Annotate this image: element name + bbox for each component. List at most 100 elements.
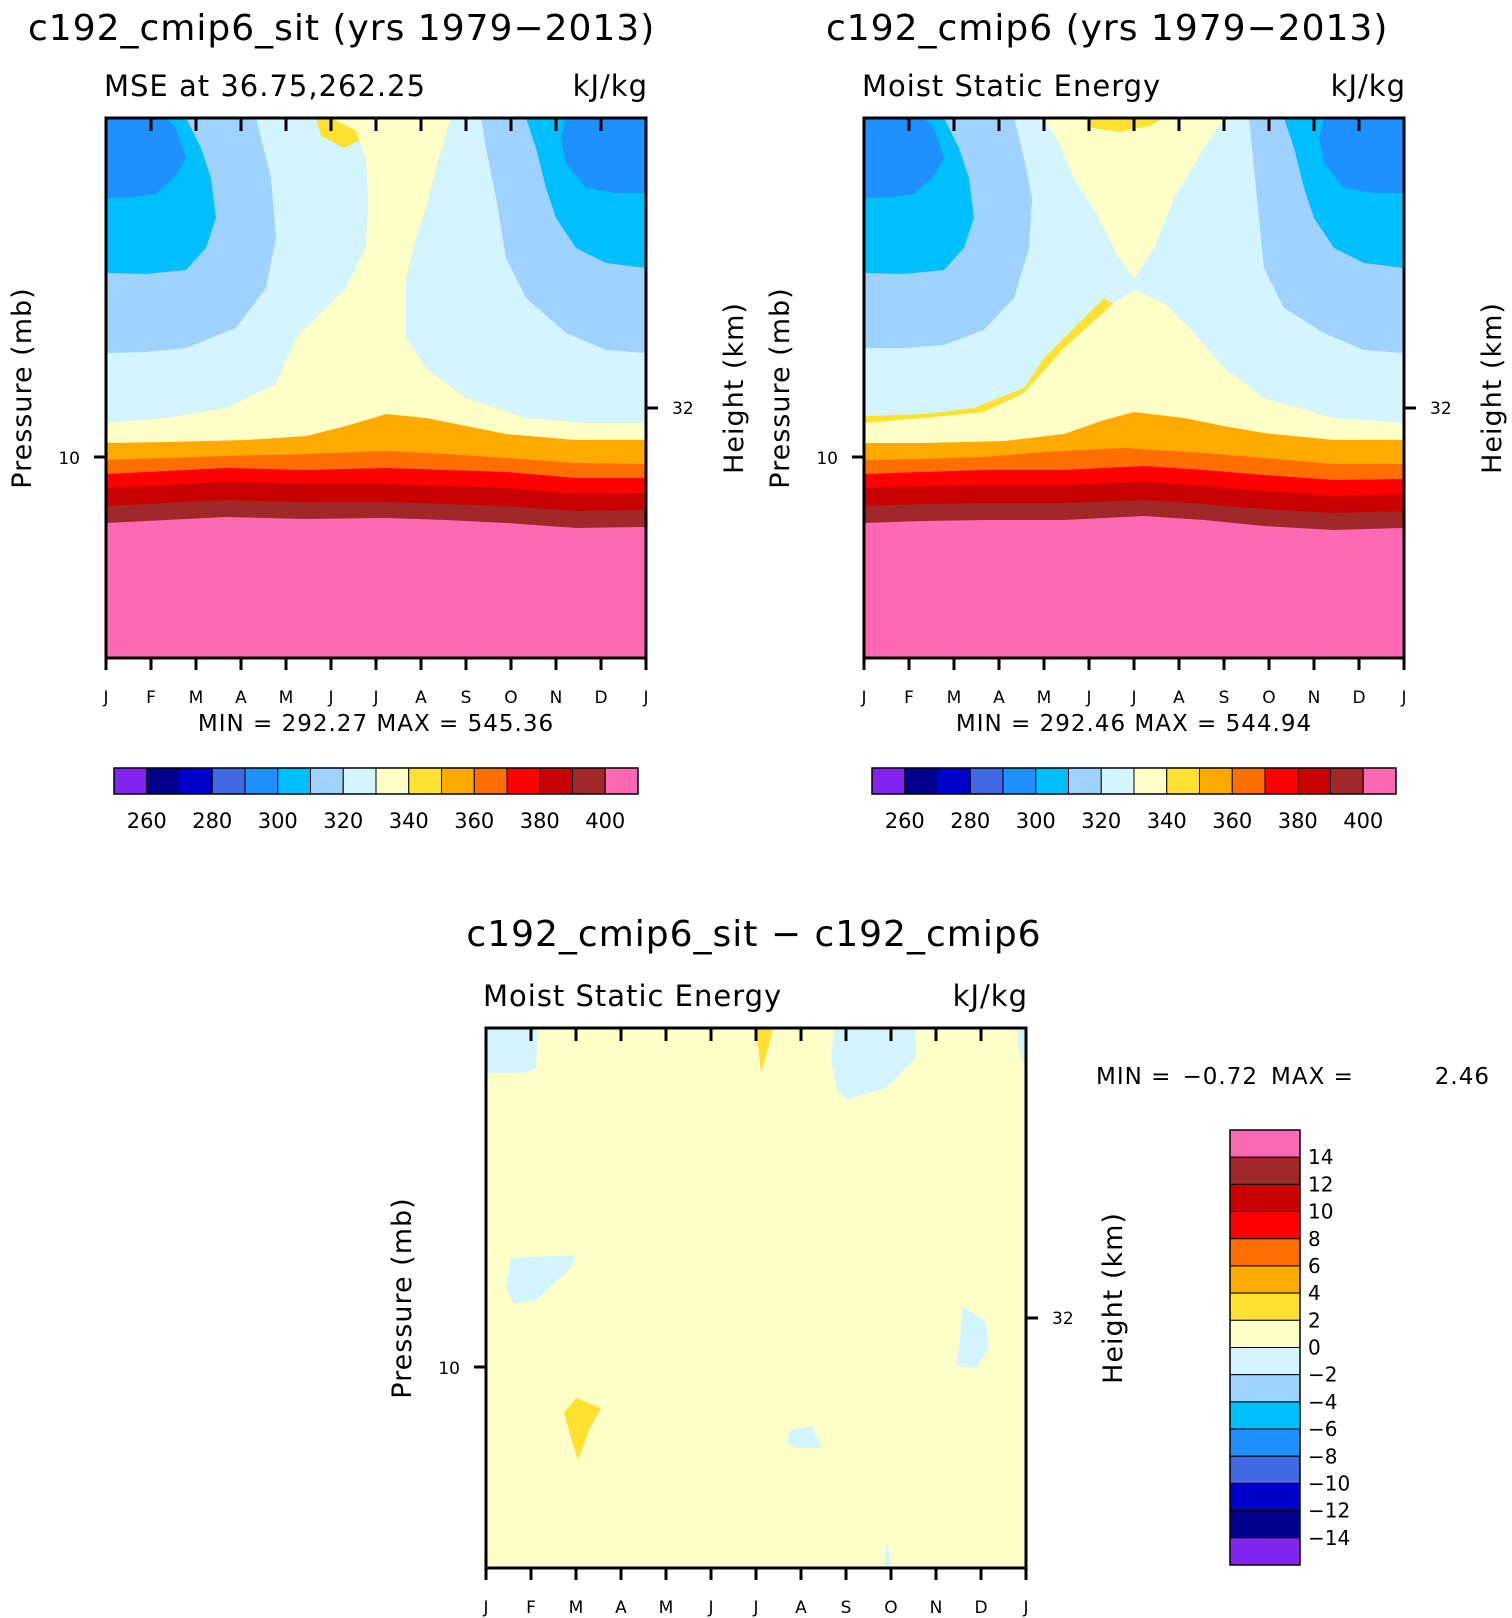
panel1-contour-cream — [106, 118, 646, 443]
colorbar-label: −2 — [1308, 1363, 1337, 1387]
panel3-contour-yellow-2 — [564, 1398, 601, 1460]
colorbar-label: 320 — [1081, 809, 1121, 833]
colorbar-box — [1229, 1183, 1301, 1213]
colorbar-label: 0 — [1308, 1336, 1321, 1360]
month-label: N — [550, 688, 563, 708]
colorbar-label: 280 — [950, 809, 990, 833]
month-label: D — [974, 1598, 987, 1618]
colorbar-box — [1229, 1401, 1301, 1430]
colorbar-box — [572, 767, 606, 795]
colorbar-label: −4 — [1308, 1390, 1337, 1414]
colorbar-frame — [1229, 1129, 1301, 1566]
colorbar-box — [1229, 1129, 1301, 1158]
colorbar-label: 260 — [127, 809, 167, 833]
colorbar-box — [1362, 767, 1397, 795]
month-label: F — [526, 1598, 536, 1618]
colorbar-box — [1297, 767, 1331, 795]
panel3-max-value: 2.46 — [1435, 1064, 1490, 1090]
panel3-subtitle-right: kJ/kg — [953, 979, 1028, 1013]
panel3-contour-cyan-4 — [506, 1255, 576, 1304]
colorbar-box — [1229, 1455, 1301, 1484]
colorbar-box — [179, 767, 213, 795]
colorbar-box — [113, 767, 148, 795]
colorbar-box — [1229, 1292, 1301, 1321]
colorbar-box — [1035, 767, 1069, 795]
month-label: J — [102, 688, 108, 708]
panel2-contour-lightblue — [864, 118, 1404, 353]
month-label: O — [1262, 688, 1275, 708]
colorbar-label: 12 — [1308, 1172, 1333, 1196]
colorbar-box — [441, 767, 475, 795]
panel1-subtitle-right: kJ/kg — [573, 69, 648, 103]
month-label: A — [415, 688, 427, 708]
colorbar-box — [146, 767, 180, 795]
panel2-colorbar: 260 280 300 320 340 360 380 400 — [871, 767, 1397, 833]
colorbar-label: 260 — [885, 809, 925, 833]
panel1-y2label: Height (km) — [719, 302, 750, 474]
colorbar-box — [310, 767, 344, 795]
colorbar-box — [1229, 1211, 1301, 1240]
colorbar-box — [1229, 1238, 1301, 1267]
colorbar-box — [937, 767, 971, 795]
panel-difference: c192_cmip6_sit − c192_cmip6 Moist Static… — [387, 914, 1490, 1618]
panel1-subtitle-left: MSE at 36.75,262.25 — [104, 69, 426, 103]
panel2-y2tick-label: 32 — [1430, 399, 1452, 419]
colorbar-box — [969, 767, 1004, 795]
panel2-subtitle-left: Moist Static Energy — [862, 69, 1161, 103]
colorbar-box — [1330, 767, 1364, 795]
colorbar-box — [1229, 1482, 1301, 1512]
colorbar-label: 340 — [1147, 809, 1187, 833]
month-label: N — [1308, 688, 1321, 708]
colorbar-box — [1229, 1510, 1301, 1539]
colorbar-box — [871, 767, 906, 795]
panel3-contour-cyan-3 — [1018, 1028, 1026, 1068]
month-label: D — [594, 688, 607, 708]
month-label: A — [795, 1598, 807, 1618]
month-label: J — [1085, 688, 1091, 708]
month-label: S — [461, 688, 472, 708]
colorbar-box — [1133, 767, 1168, 795]
month-label: J — [707, 1598, 713, 1618]
month-label: J — [372, 688, 378, 708]
panel-sit: c192_cmip6_sit (yrs 1979−2013) MSE at 36… — [7, 8, 750, 833]
colorbar-box — [539, 767, 573, 795]
colorbar-frame — [871, 767, 1397, 795]
month-label: D — [1352, 688, 1365, 708]
month-label: A — [993, 688, 1005, 708]
panel2-subtitle-right: kJ/kg — [1331, 69, 1406, 103]
panel1-minmax: MIN = 292.27 MAX = 545.36 — [198, 711, 554, 737]
month-label: A — [615, 1598, 627, 1618]
panel3-y2label: Height (km) — [1098, 1212, 1129, 1384]
month-label: S — [1219, 688, 1230, 708]
panel1-ytick-label: 10 — [58, 449, 80, 469]
month-label: J — [1130, 688, 1136, 708]
colorbar-label: 300 — [258, 809, 298, 833]
colorbar-box — [1229, 1156, 1301, 1185]
panel2-title: c192_cmip6 (yrs 1979−2013) — [826, 8, 1388, 49]
panel2-ytick-label: 10 — [816, 449, 838, 469]
colorbar-box — [473, 767, 508, 795]
colorbar-label: −10 — [1308, 1471, 1350, 1495]
panel3-contour-cyan-5 — [786, 1426, 823, 1448]
panel1-y2tick-label: 32 — [672, 399, 694, 419]
colorbar-box — [1229, 1537, 1301, 1566]
colorbar-box — [1229, 1374, 1301, 1403]
colorbar-label: 340 — [389, 809, 429, 833]
panel3-title: c192_cmip6_sit − c192_cmip6 — [466, 914, 1041, 955]
month-label: N — [930, 1598, 943, 1618]
month-label: M — [279, 688, 294, 708]
month-label: O — [884, 1598, 897, 1618]
panel3-ytick-label: 10 — [438, 1359, 460, 1379]
month-label: A — [235, 688, 247, 708]
month-label: O — [504, 688, 517, 708]
month-label: J — [752, 1598, 758, 1618]
colorbar-box — [1229, 1428, 1301, 1457]
colorbar-label: 14 — [1308, 1145, 1333, 1169]
colorbar-box — [1199, 767, 1233, 795]
panel3-max-label: MAX = — [1271, 1064, 1354, 1090]
colorbar-label: −12 — [1308, 1499, 1350, 1523]
panel3-subtitle-left: Moist Static Energy — [483, 979, 782, 1013]
